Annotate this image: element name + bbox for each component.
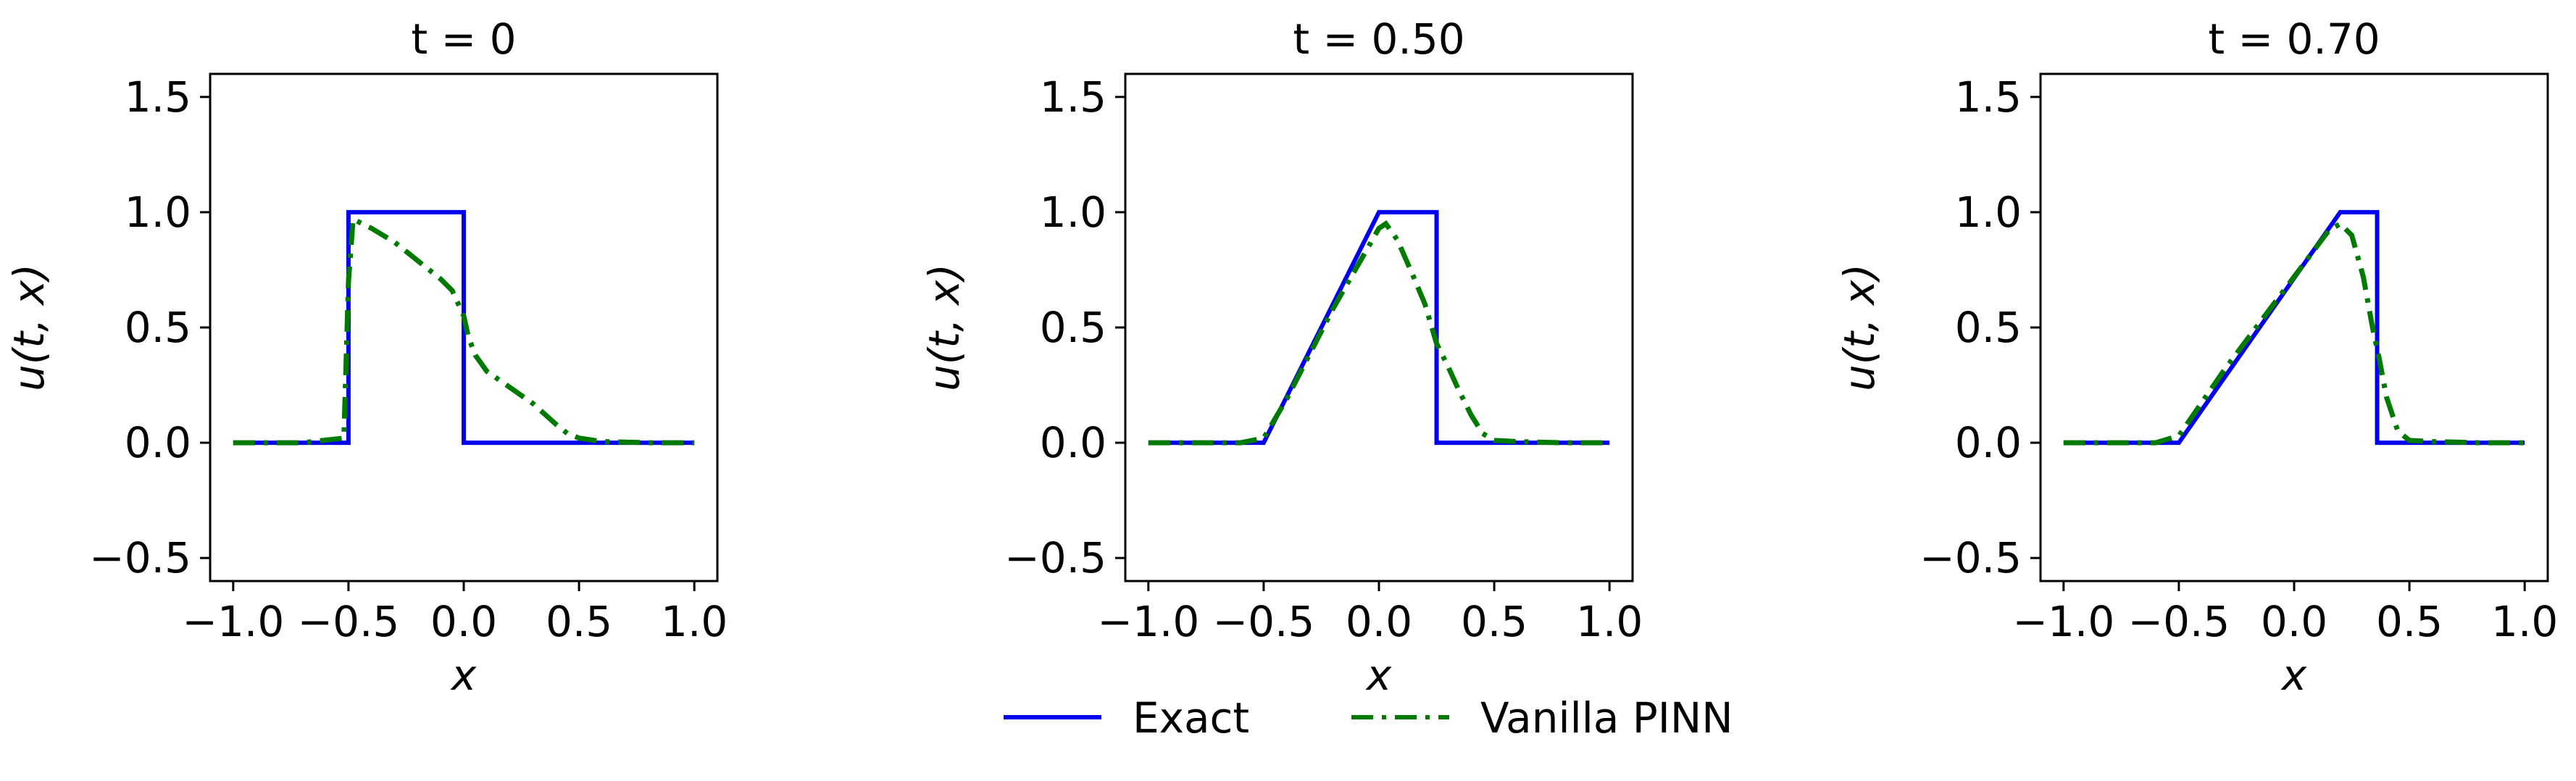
legend-pinn-label: Vanilla PINN [1480,693,1733,743]
y-tick-label: 1.0 [1040,188,1106,237]
plot-frame [2039,72,2549,582]
x-tick-label: 0.5 [2376,597,2443,646]
x-tick-label: 0.0 [2261,597,2327,646]
y-tick-label: 0.0 [1040,418,1106,467]
x-tick-label: 0.0 [1346,597,1412,646]
x-tick-label: −1.0 [1097,597,1199,646]
subplot-title: t = 0 [411,14,516,64]
x-axis-label: x [450,651,477,700]
y-axis-label: u(t, x) [4,264,54,391]
subplot-title: t = 0.70 [2208,14,2380,64]
x-tick-label: 0.5 [546,597,612,646]
subplot-3: t = 0.70 −1.0 −0.5 0.0 0.5 1.0 −0.5 0.0 0.5 1.0 1.… [1835,14,2558,700]
x-tick-label: 1.0 [661,597,728,646]
x-tick-label: −0.5 [297,597,399,646]
x-tick-label: 0.0 [430,597,497,646]
series-vanilla-pinn-line [233,214,695,446]
y-axis-label: u(t, x) [1835,264,1884,391]
series-vanilla-pinn-line [1148,220,1610,446]
y-tick-label: 0.0 [125,418,191,467]
y-tick-label: 1.5 [1040,72,1106,122]
y-tick-label: −0.5 [1920,533,2022,582]
y-tick-label: 1.5 [125,72,191,122]
y-tick-label: 0.5 [1955,303,2022,352]
y-tick-label: 1.0 [1955,188,2022,237]
subplot-1: t = 0 −1.0 −0.5 0.0 0.5 1.0 −0.5 0.0 0.5 1.0 1.5 x u… [4,14,728,700]
legend: Exact Vanilla PINN [1004,693,1733,743]
x-axis-label: x [1365,651,1392,700]
x-tick-label: 1.0 [2491,597,2558,646]
panels: t = 0 −1.0 −0.5 0.0 0.5 1.0 −0.5 0.0 0.5 1.0 1.5 x u… [4,14,2558,700]
series-exact-line [2063,209,2525,446]
y-tick-label: 1.0 [125,188,191,237]
x-tick-label: −1.0 [182,597,284,646]
plot-frame [1124,72,1634,582]
y-tick-label: −0.5 [1004,533,1106,582]
series-exact-line [233,209,695,446]
x-tick-label: 0.5 [1461,597,1527,646]
subplot-2: t = 0.50 −1.0 −0.5 0.0 0.5 1.0 −0.5 0.0 0.5 1.0 1.… [920,14,1643,700]
y-tick-label: 1.5 [1955,72,2022,122]
series-exact-line [1148,209,1610,446]
x-tick-label: −1.0 [2012,597,2114,646]
subplot-title: t = 0.50 [1293,14,1464,64]
y-tick-label: 0.0 [1955,418,2022,467]
x-tick-label: −0.5 [2127,597,2230,646]
legend-exact-label: Exact [1133,693,1249,743]
x-axis-label: x [2280,651,2307,700]
y-tick-label: 0.5 [125,303,191,352]
y-tick-label: −0.5 [89,533,191,582]
x-tick-label: −0.5 [1212,597,1314,646]
series-vanilla-pinn-line [2063,220,2525,446]
plot-frame [209,72,719,582]
x-tick-label: 1.0 [1576,597,1643,646]
y-axis-label: u(t, x) [920,264,969,391]
y-tick-label: 0.5 [1040,303,1106,352]
